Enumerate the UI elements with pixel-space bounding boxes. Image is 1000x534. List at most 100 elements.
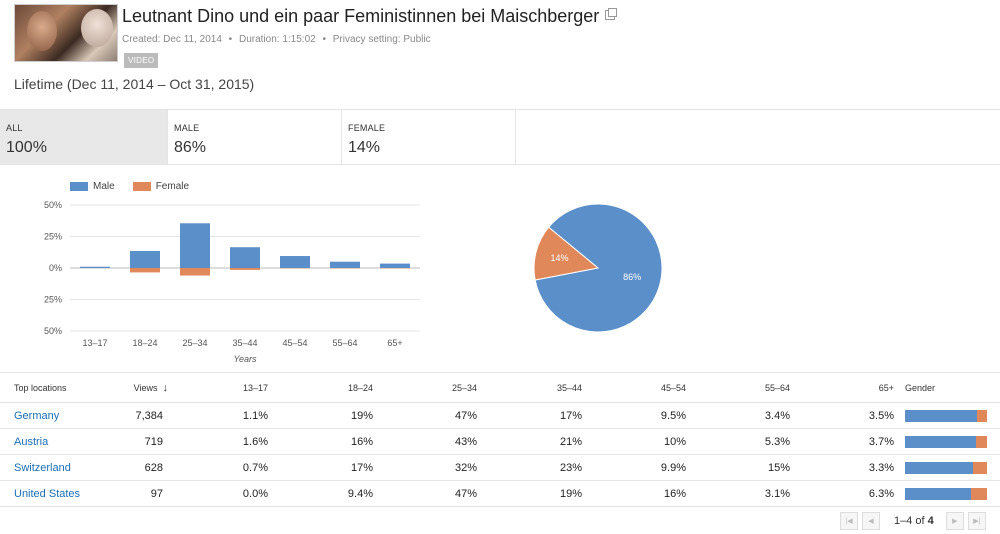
tab-female[interactable]: FEMALE 14% — [342, 110, 516, 164]
thumbnail-person-left — [27, 11, 57, 51]
tab-label: MALE — [174, 123, 200, 133]
views-cell: 7,384 — [135, 409, 163, 422]
pagination-of: of — [915, 515, 925, 527]
location-link[interactable]: Austria — [14, 435, 49, 448]
age-share-cell: 3.5% — [868, 409, 894, 422]
age-share-cell: 47% — [454, 409, 477, 422]
x-tick-label: 25–34 — [182, 338, 207, 348]
age-share-cell: 6.3% — [868, 487, 894, 500]
location-link[interactable]: United States — [14, 487, 81, 500]
header-top-locations: Top locations — [14, 382, 67, 393]
tab-male[interactable]: MALE 86% — [168, 110, 342, 164]
prev-page-icon[interactable]: ◀ — [862, 512, 880, 530]
privacy-setting: Privacy setting: Public — [332, 34, 431, 45]
pie-slice-female[interactable] — [533, 226, 600, 281]
age-share-cell: 9.5% — [660, 409, 686, 422]
y-tick-label: 25% — [44, 295, 62, 305]
header-age[interactable]: 55–64 — [764, 382, 790, 393]
header-views[interactable]: Views ↓ — [100, 373, 168, 402]
created-date: Created: Dec 11, 2014 — [122, 34, 222, 45]
video-meta: Created: Dec 11, 2014 • Duration: 1:15:0… — [122, 34, 431, 45]
date-range-label: Lifetime (Dec 11, 2014 – Oct 31, 2015) — [14, 76, 255, 92]
next-page-icon[interactable]: ▶ — [945, 512, 964, 530]
header-age[interactable]: 45–54 — [660, 382, 686, 393]
bar-male — [80, 266, 110, 268]
age-share-cell: 16% — [350, 435, 373, 448]
tab-label: ALL — [6, 123, 23, 133]
male-share-segment — [905, 410, 977, 422]
first-page-icon[interactable]: |◀ — [840, 512, 858, 530]
x-tick-label: 65+ — [387, 338, 402, 348]
views-cell: 628 — [144, 461, 163, 474]
age-share-cell: 3.1% — [764, 487, 790, 500]
header-age[interactable]: 65+ — [878, 382, 894, 393]
age-share-cell: 47% — [454, 487, 477, 500]
age-share-cell: 19% — [559, 487, 582, 500]
tab-all[interactable]: ALL 100% — [0, 110, 168, 164]
last-page-icon[interactable]: ▶| — [967, 512, 986, 530]
tab-value: 14% — [348, 139, 381, 156]
age-share-cell: 17% — [559, 409, 582, 422]
meta-separator: • — [228, 34, 233, 45]
age-share-cell: 1.6% — [242, 435, 268, 448]
header-age[interactable]: 35–44 — [556, 382, 582, 393]
tab-value: 86% — [174, 139, 207, 156]
gender-share-bar — [905, 462, 987, 474]
x-tick-label: 18–24 — [132, 338, 157, 348]
legend-swatch-female — [132, 182, 151, 191]
video-badge: VIDEO — [124, 53, 159, 68]
male-share-segment — [905, 488, 971, 500]
header-age[interactable]: 13–17 — [242, 382, 268, 393]
y-tick-label: 0% — [49, 263, 62, 273]
views-cell: 97 — [150, 487, 163, 500]
age-share-cell: 3.3% — [868, 461, 894, 474]
age-share-cell: 19% — [350, 409, 373, 422]
chart-legend: Male Female — [70, 181, 189, 192]
tab-label: FEMALE — [348, 123, 386, 133]
bar-male — [230, 247, 260, 268]
pagination: |◀ ◀ 1–4 of 4 ▶ ▶| — [840, 512, 990, 530]
table-row: United States 97 0.0% 9.4% 47% 19% 16% 3.1% 6.3% — [0, 481, 1000, 507]
video-thumbnail[interactable] — [14, 4, 118, 62]
age-share-cell: 9.4% — [347, 487, 373, 500]
table-row: Switzerland 628 0.7% 17% 32% 23% 9.9% 15% 3.3% — [0, 455, 1000, 481]
external-link-icon[interactable] — [605, 8, 618, 20]
female-share-segment — [977, 410, 987, 422]
female-share-segment — [973, 462, 987, 474]
thumbnail-person-right — [81, 9, 113, 47]
y-tick-label: 50% — [44, 326, 62, 336]
x-axis-label: Years — [233, 354, 257, 364]
age-share-cell: 3.7% — [868, 435, 894, 448]
legend-label: Male — [93, 181, 115, 192]
male-share-segment — [905, 436, 976, 448]
table-row: Germany 7,384 1.1% 19% 47% 17% 9.5% 3.4% 3.5% — [0, 403, 1000, 429]
x-tick-label: 45–54 — [282, 338, 307, 348]
age-share-cell: 1.1% — [242, 409, 268, 422]
table-row: Austria 719 1.6% 16% 43% 21% 10% 5.3% 3.7% — [0, 429, 1000, 455]
age-share-cell: 16% — [663, 487, 686, 500]
gender-share-bar — [905, 488, 987, 500]
age-gender-bar-chart: 50% 25% 0% 25% 50% 13–17 18–24 25–34 35–44 45–54 5… — [44, 200, 420, 364]
pie-slice-label: 86% — [623, 272, 641, 282]
legend-item-female[interactable]: Female — [132, 181, 189, 192]
location-link[interactable]: Switzerland — [14, 461, 71, 474]
tab-value: 100% — [6, 139, 47, 156]
location-link[interactable]: Germany — [14, 409, 60, 422]
bar-male — [280, 256, 310, 268]
age-share-cell: 9.9% — [660, 461, 686, 474]
gender-tabs: ALL 100% MALE 86% FEMALE 14% — [0, 109, 1000, 165]
age-share-cell: 23% — [559, 461, 582, 474]
legend-item-male[interactable]: Male — [70, 181, 115, 192]
age-share-cell: 15% — [767, 461, 790, 474]
header-age[interactable]: 18–24 — [347, 382, 373, 393]
header-age[interactable]: 25–34 — [451, 382, 477, 393]
bar-female — [230, 268, 260, 270]
header-views-label: Views — [133, 382, 158, 393]
sort-down-icon: ↓ — [162, 381, 169, 394]
video-title[interactable]: Leutnant Dino und ein paar Feministinnen… — [122, 6, 600, 26]
views-cell: 719 — [144, 435, 163, 448]
bar-male — [380, 263, 410, 268]
y-tick-label: 25% — [44, 232, 62, 242]
female-share-segment — [976, 436, 987, 448]
pagination-total: 4 — [927, 515, 934, 527]
